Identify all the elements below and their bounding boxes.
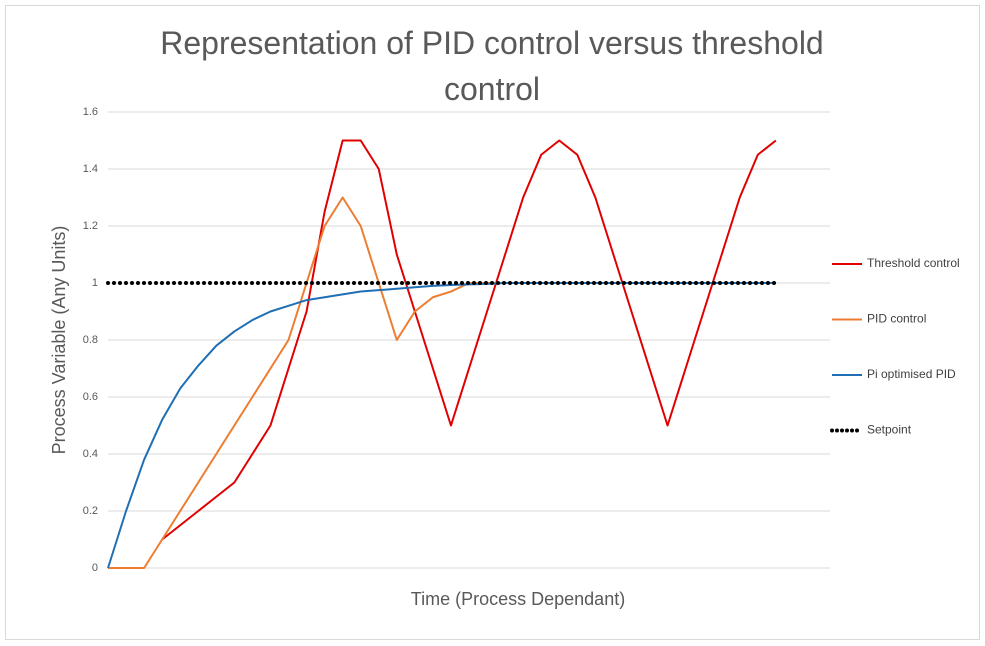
y-tick-label: 0 [92, 562, 98, 574]
y-tick-label: 1 [92, 277, 98, 289]
y-tick-label: 1.6 [83, 106, 98, 118]
legend-label: Pi optimised PID [867, 367, 956, 381]
y-tick-label: 1.4 [83, 163, 98, 175]
x-axis-label: Time (Process Dependant) [411, 589, 625, 609]
y-tick-label: 1.2 [83, 220, 98, 232]
y-axis-label: Process Variable (Any Units) [49, 226, 69, 455]
y-tick-label: 0.8 [83, 334, 98, 346]
y-tick-label: 0.6 [83, 391, 98, 403]
series-line [161, 139, 777, 541]
y-tick-label: 0.4 [83, 448, 98, 460]
y-tick-label: 0.2 [83, 505, 98, 517]
legend-label: Threshold control [867, 256, 960, 270]
legend-label: Setpoint [867, 423, 912, 437]
legend-label: PID control [867, 312, 926, 326]
chart-title: Representation of PID control versus thr… [160, 25, 824, 107]
